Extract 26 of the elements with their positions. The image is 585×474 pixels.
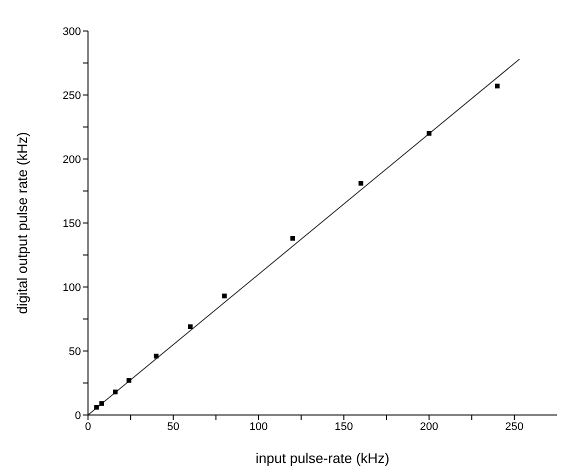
- y-tick-label: 200: [62, 154, 81, 166]
- x-tick-label: 50: [167, 420, 180, 433]
- point: [290, 236, 295, 241]
- y-tick-label: 100: [62, 282, 81, 294]
- x-tick-label: 150: [334, 420, 353, 433]
- x-tick-label: 200: [420, 420, 438, 433]
- x-tick-label: 100: [249, 420, 268, 433]
- point: [154, 354, 159, 358]
- x-tick-label: 0: [84, 420, 92, 433]
- point: [426, 131, 432, 136]
- y-axis-title: digital output pulse rate (kHz): [14, 132, 30, 314]
- point: [494, 84, 500, 88]
- y-tick-label: 250: [62, 90, 81, 102]
- point: [358, 180, 364, 186]
- x-tick-label: 250: [505, 420, 524, 433]
- point: [126, 378, 132, 383]
- y-tick-label: 50: [68, 346, 81, 358]
- y-tick-label: 0: [74, 410, 81, 422]
- point: [99, 401, 104, 406]
- point: [94, 404, 99, 410]
- y-tick-label: 150: [62, 218, 81, 230]
- x-axis-title: input pulse-rate (kHz): [256, 450, 390, 466]
- y-tick-label: 300: [62, 26, 81, 38]
- point: [222, 294, 227, 298]
- point: [112, 390, 118, 394]
- point: [188, 324, 193, 330]
